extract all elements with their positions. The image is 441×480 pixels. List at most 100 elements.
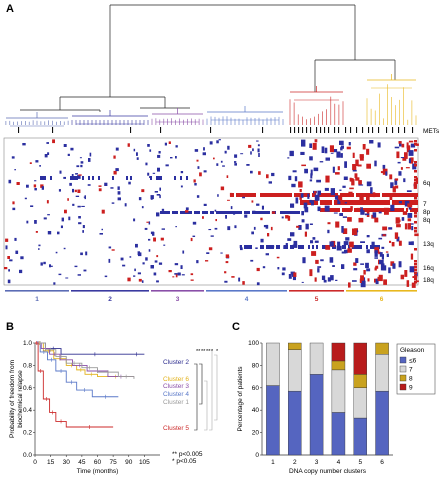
heatmap-band [368, 193, 370, 197]
heatmap-cell [71, 174, 74, 176]
heatmap-cell [76, 165, 80, 168]
heatmap-band [226, 211, 228, 214]
heatmap-band [260, 193, 262, 197]
heatmap-band [352, 200, 354, 205]
heatmap-cell [379, 260, 384, 265]
heatmap-band [366, 245, 368, 249]
heatmap-cell [355, 159, 359, 166]
chromosome-label: 16q [423, 265, 434, 272]
heatmap-cell [287, 238, 292, 241]
heatmap-cell [5, 245, 8, 250]
heatmap-cell [307, 193, 310, 199]
km-series-label: Cluster 5 [163, 425, 189, 432]
heatmap-band [304, 200, 306, 205]
heatmap-band [112, 176, 114, 180]
heatmap-cell [354, 173, 358, 178]
heatmap-cell [12, 207, 16, 211]
heatmap-cell [414, 179, 417, 182]
heatmap-cell [127, 143, 130, 147]
heatmap-cell [161, 228, 165, 230]
heatmap-cell [365, 262, 369, 269]
heatmap-band [212, 211, 214, 214]
heatmap-cell [303, 202, 308, 209]
heatmap-cell [46, 142, 49, 144]
significance-star: ** [201, 349, 206, 355]
heatmap-band [336, 193, 338, 197]
heatmap-cell [366, 268, 371, 272]
heatmap-cell [352, 152, 355, 158]
bar-segment [288, 342, 302, 350]
heatmap-cell [309, 156, 313, 161]
heatmap-band [348, 208, 350, 212]
heatmap-cell [220, 160, 223, 163]
heatmap-cell [158, 262, 163, 265]
heatmap-band [278, 193, 280, 197]
heatmap-cell [74, 265, 78, 268]
heatmap-cell [292, 274, 295, 277]
heatmap-cell [185, 210, 189, 213]
heatmap-band [220, 211, 222, 214]
heatmap-band [342, 200, 344, 205]
heatmap-cell [414, 233, 419, 237]
significance-star: * [216, 349, 219, 355]
heatmap-cell [175, 226, 177, 228]
met-tick [412, 127, 414, 133]
heatmap-band [288, 193, 290, 197]
heatmap-cell [378, 251, 381, 255]
heatmap-cell [317, 206, 321, 212]
heatmap-cell [355, 177, 360, 181]
heatmap-cell [378, 211, 382, 214]
heatmap-cell [87, 184, 91, 186]
heatmap-cell [301, 281, 304, 283]
heatmap-band [244, 193, 246, 197]
heatmap-cell [24, 197, 27, 200]
heatmap-cell [360, 275, 364, 281]
heatmap-band [174, 211, 176, 214]
heatmap [4, 139, 419, 288]
heatmap-cell [149, 149, 152, 152]
panel-a-label: A [6, 3, 14, 15]
heatmap-band [324, 200, 326, 205]
heatmap-band [224, 211, 226, 214]
heatmap-band [40, 176, 42, 180]
met-tick [310, 127, 312, 133]
bar-legend-swatch [399, 356, 407, 364]
heatmap-cell [113, 155, 116, 159]
heatmap-cell [137, 251, 140, 256]
bar-segment [353, 342, 368, 375]
heatmap-band [82, 176, 84, 180]
heatmap-cell [350, 206, 353, 211]
heatmap-cell [148, 249, 151, 252]
km-plot: 0.0 0.2 0.4 0.6 0.8 1.0 0 15 30 45 60 75 90 105 Time (… [9, 340, 219, 475]
heatmap-cell [403, 178, 406, 183]
bar-xlabel: DNA copy number clusters [289, 468, 367, 475]
heatmap-cell [335, 172, 340, 175]
heatmap-band [292, 211, 294, 214]
heatmap-cell [394, 146, 400, 149]
heatmap-cell [398, 201, 402, 204]
heatmap-band [356, 193, 358, 197]
heatmap-cell [397, 161, 401, 164]
heatmap-cell [394, 232, 399, 239]
heatmap-cell [311, 200, 314, 206]
km-xtick-label: 60 [94, 459, 102, 466]
heatmap-cell [370, 187, 373, 194]
heatmap-cell [14, 237, 17, 241]
heatmap-cell [165, 164, 169, 167]
heatmap-cell [401, 217, 405, 221]
heatmap-band [316, 245, 318, 249]
heatmap-cell [349, 241, 354, 248]
heatmap-cell [175, 274, 178, 278]
heatmap-cell [47, 231, 52, 235]
heatmap-cell [350, 201, 353, 203]
heatmap-band [358, 245, 360, 249]
heatmap-band [320, 208, 322, 212]
heatmap-cell [89, 152, 92, 157]
heatmap-cell [113, 170, 117, 175]
heatmap-band [372, 200, 374, 205]
heatmap-cell [374, 217, 379, 223]
significance-bracket [209, 349, 213, 431]
heatmap-cell [7, 256, 10, 259]
heatmap-band [302, 200, 304, 205]
heatmap-cell [371, 241, 375, 249]
